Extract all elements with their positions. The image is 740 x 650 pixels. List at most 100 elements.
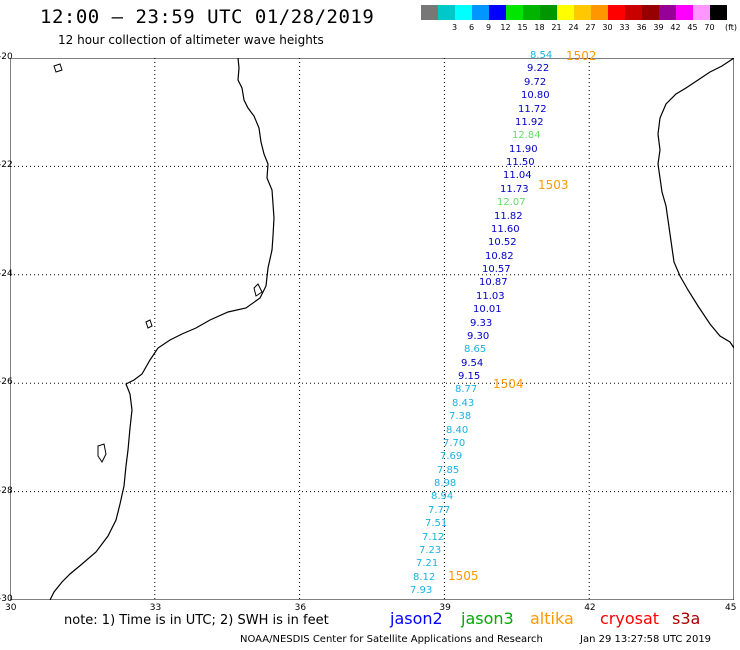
satellite-jason3: jason3: [461, 609, 514, 628]
mozambique-coastline: [49, 58, 275, 600]
latitude-tick-label: -20: [0, 52, 13, 62]
legend-swatch: [557, 5, 574, 20]
legend-swatch: [676, 5, 693, 20]
legend-tick-label: 27: [585, 23, 596, 32]
legend-tick-label: 30: [602, 23, 613, 32]
wave-height-label: 8.40: [446, 424, 469, 436]
legend-swatch: [540, 5, 557, 20]
map-subtitle: 12 hour collection of altimeter wave hei…: [58, 33, 324, 47]
legend-tick-label: 42: [670, 23, 681, 32]
wave-height-label: 7.85: [437, 464, 460, 476]
wave-height-label: 8.12: [413, 571, 436, 583]
wave-height-label: 7.38: [449, 411, 472, 423]
wave-height-label: 11.82: [494, 210, 523, 222]
pass-number: 1502: [566, 49, 597, 63]
footnote: note: 1) Time is in UTC; 2) SWH is in fe…: [64, 613, 329, 628]
map-gridlines: [10, 58, 734, 600]
longitude-tick-label: 33: [149, 603, 162, 613]
wave-height-label: 11.73: [500, 183, 529, 195]
wave-height-label: 8.54: [530, 50, 553, 61]
madagascar-coastline: [657, 58, 734, 349]
longitude-tick-label: 36: [294, 603, 307, 613]
wave-height-label: 9.22: [527, 63, 550, 75]
wave-height-label: 9.15: [458, 371, 481, 382]
longitude-tick-label: 45: [725, 603, 737, 613]
wave-height-label: 7.21: [416, 558, 439, 570]
legend-swatch: [455, 5, 472, 20]
wave-height-label: 7.69: [440, 451, 463, 463]
wave-height-label: 10.80: [521, 90, 550, 102]
wave-height-label: 11.03: [476, 290, 505, 302]
wave-height-label: 9.54: [461, 357, 484, 369]
legend-tick-label: 33: [619, 23, 630, 32]
wave-height-label: 8.65: [464, 344, 487, 356]
satellite-altika: altika: [530, 609, 574, 628]
credit-line: NOAA/NESDIS Center for Satellite Applica…: [240, 634, 543, 645]
latitude-tick-label: -24: [0, 268, 13, 279]
island-small: [145, 319, 153, 329]
wave-height-label: 9.30: [467, 330, 490, 342]
legend-swatch: [625, 5, 642, 20]
wave-height-label: 7.70: [443, 437, 466, 449]
legend-swatch: [489, 5, 506, 20]
longitude-tick-label: 30: [5, 603, 17, 613]
legend-tick-label: 39: [653, 23, 664, 32]
wave-height-label: 7.23: [419, 544, 442, 556]
wave-height-label: 10.82: [485, 250, 514, 262]
wave-height-label: 11.04: [503, 170, 532, 182]
map-plot: [10, 58, 734, 600]
legend-swatch: [472, 5, 489, 20]
map-frame: [10, 58, 734, 600]
legend-swatch: [710, 5, 727, 20]
legend-tick-label: 6: [468, 23, 475, 32]
wave-height-label: 11.72: [518, 103, 547, 115]
legend-swatch: [693, 5, 710, 20]
lake-outline: [97, 443, 107, 463]
legend-tick-label: 3: [451, 23, 458, 32]
wave-height-label: 9.33: [470, 317, 493, 329]
wave-height-label: 8.77: [455, 384, 478, 396]
legend-swatch: [642, 5, 659, 20]
wave-height-label: 12.84: [512, 130, 541, 142]
island-bazaruto: [253, 283, 263, 297]
satellite-cryosat: cryosat: [600, 609, 660, 628]
wave-height-label: 10.87: [479, 277, 508, 289]
legend-swatch: [591, 5, 608, 20]
legend-tick-label: 9: [485, 23, 492, 32]
legend-tick-label: 24: [568, 23, 579, 32]
legend-swatch: [608, 5, 625, 20]
wave-height-label: 8.43: [452, 397, 475, 409]
pass-number: 1504: [493, 377, 524, 391]
legend-unit: (ft): [724, 23, 738, 32]
latitude-tick-label: -28: [0, 485, 13, 496]
legend-tick-label: 21: [551, 23, 562, 32]
wave-height-label: 8.94: [431, 491, 454, 503]
pass-number: 1503: [538, 178, 569, 192]
legend-swatch: [506, 5, 523, 20]
wave-height-label: 11.92: [515, 116, 544, 128]
legend-tick-label: 15: [517, 23, 528, 32]
legend-swatch: [574, 5, 591, 20]
pass-number: 1505: [448, 569, 479, 583]
latitude-tick-label: -30: [0, 594, 13, 604]
longitude-tick-label: 42: [584, 603, 596, 613]
generation-timestamp: Jan 29 13:27:58 UTC 2019: [580, 634, 712, 645]
wave-height-label: 10.57: [482, 264, 511, 275]
wave-height-label: 11.50: [506, 157, 535, 168]
legend-swatch: [438, 5, 455, 20]
legend-tick-label: 45: [687, 23, 698, 32]
wave-height-label: 10.52: [488, 237, 517, 249]
wave-height-label: 7.93: [410, 585, 433, 596]
satellite-jason2: jason2: [390, 609, 443, 628]
map-title: 12:00 – 23:59 UTC 01/28/2019: [40, 6, 375, 28]
legend-tick-label: 18: [534, 23, 545, 32]
wave-height-label: 8.98: [434, 478, 457, 489]
legend-swatch: [421, 5, 438, 20]
latitude-tick-label: -26: [0, 377, 13, 388]
lake-outline-2: [53, 63, 63, 73]
wave-height-label: 10.01: [473, 304, 502, 316]
wave-height-label: 12.07: [497, 197, 526, 209]
latitude-tick-label: -22: [0, 160, 13, 171]
satellite-s3a: s3a: [672, 609, 701, 628]
